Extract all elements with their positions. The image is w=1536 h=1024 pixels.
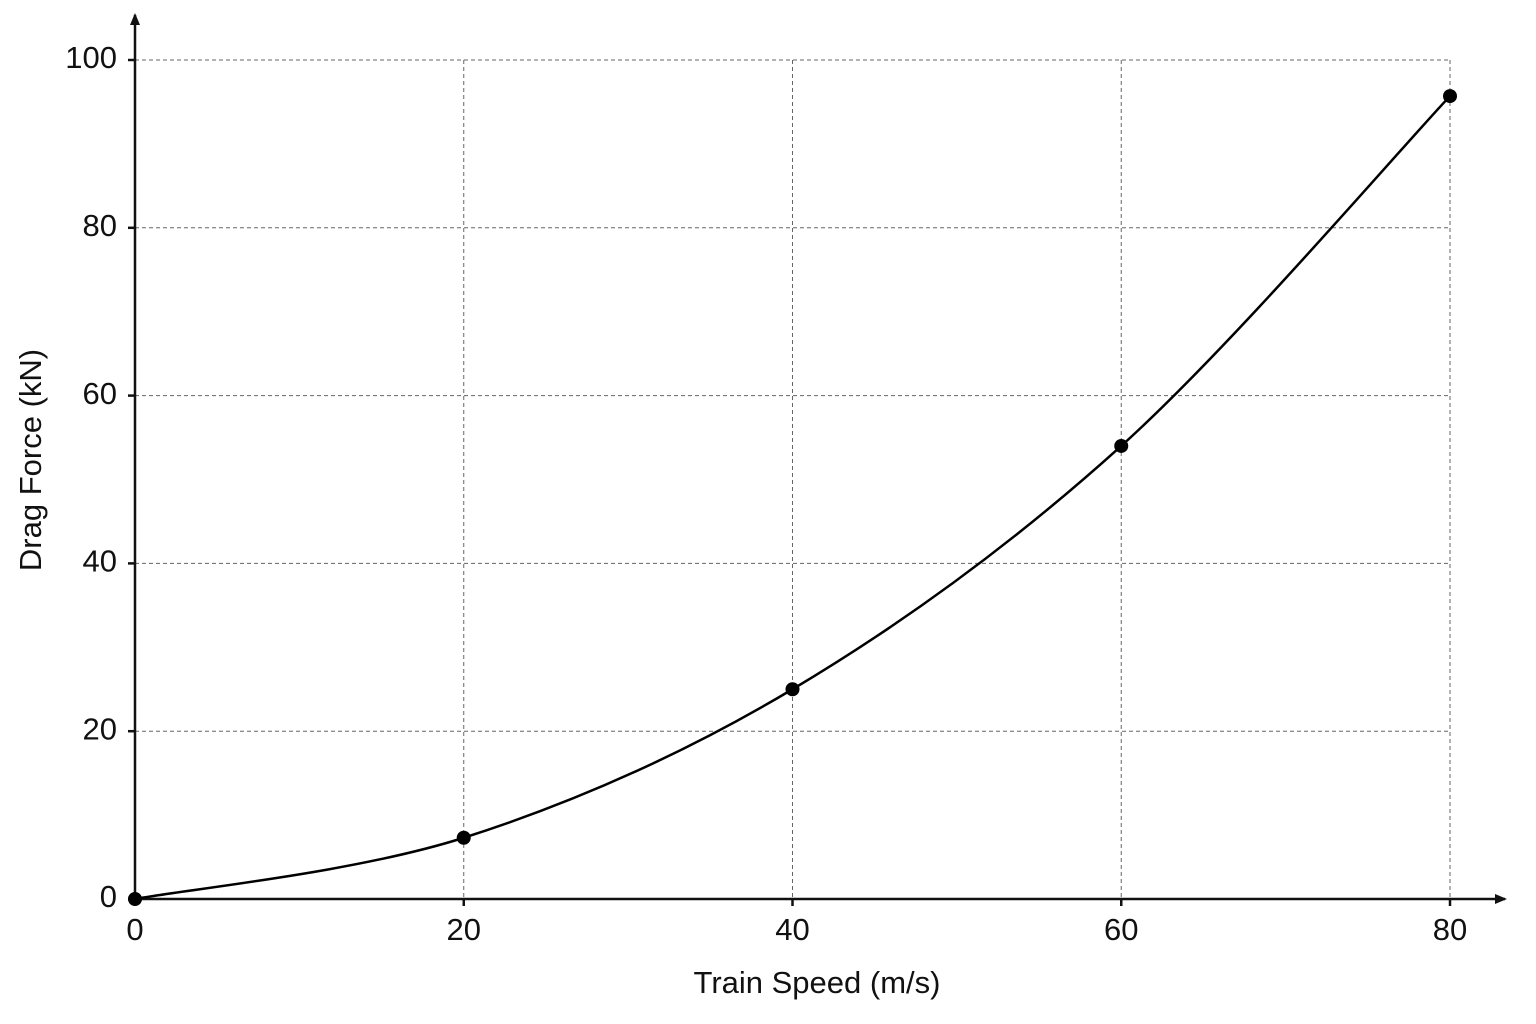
data-point xyxy=(1443,89,1457,104)
data-point xyxy=(785,682,800,697)
data-point xyxy=(128,892,142,906)
x-tick-label: 60 xyxy=(1104,912,1138,947)
x-tick-label: 20 xyxy=(447,912,481,947)
x-tick-label: 40 xyxy=(775,912,809,947)
y-tick-label: 40 xyxy=(83,544,117,579)
y-tick-label: 80 xyxy=(83,208,117,243)
line xyxy=(134,95,1451,901)
x-tick-label: 80 xyxy=(1433,912,1467,947)
data-point xyxy=(456,830,471,845)
data-point xyxy=(1114,438,1129,453)
y-axis-title: Drag Force (kN) xyxy=(13,349,48,571)
y-tick-label: 60 xyxy=(83,376,117,411)
y-tick-label: 100 xyxy=(65,40,117,75)
x-tick-label: 0 xyxy=(126,912,143,947)
x-axis-title: Train Speed (m/s) xyxy=(694,965,941,1000)
y-tick-label: 20 xyxy=(83,711,117,746)
y-tick-label: 0 xyxy=(100,879,117,914)
